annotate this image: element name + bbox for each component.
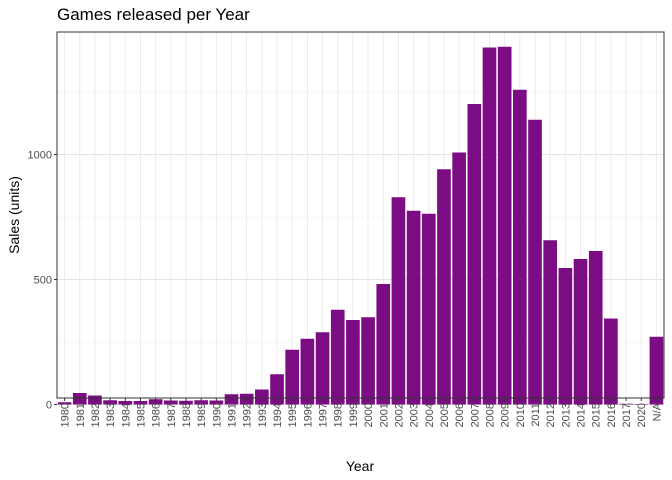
bar: [588, 251, 603, 405]
x-tick-label: 1989: [196, 403, 208, 427]
x-tick-label: 2012: [545, 403, 557, 427]
bar: [649, 336, 664, 405]
x-axis-title: Year: [346, 458, 375, 474]
x-tick-label: 2014: [576, 403, 588, 427]
bar: [133, 401, 148, 405]
bar: [270, 374, 284, 405]
x-tick-label: 1994: [272, 403, 284, 427]
x-tick-label: 2004: [424, 403, 436, 427]
x-tick-label: 2008: [484, 403, 496, 427]
x-tick-label: 1987: [166, 403, 178, 427]
bar: [604, 318, 618, 405]
x-tick-label: 1992: [242, 403, 254, 427]
bar: [255, 389, 269, 405]
x-tick-label: 2001: [378, 403, 390, 427]
x-tick-label: 2006: [454, 403, 466, 427]
bar: [467, 104, 482, 405]
bar: [315, 332, 330, 405]
x-tick-label: 1982: [90, 403, 102, 427]
bar: [376, 284, 391, 405]
x-tick-label: 2016: [606, 403, 618, 427]
bar: [406, 210, 421, 405]
y-tick-label: 1000: [28, 150, 52, 162]
y-axis-title: Sales (units): [6, 176, 22, 254]
bar: [634, 404, 649, 405]
bar: [513, 89, 527, 405]
x-tick-label: 2010: [515, 403, 527, 427]
bar: [194, 400, 208, 405]
plot-panel: [57, 32, 664, 398]
bar: [497, 46, 512, 405]
chart-title: Games released per Year: [57, 5, 250, 24]
x-tick-label: 2017: [621, 403, 633, 427]
bar: [619, 403, 633, 405]
bar: [391, 197, 406, 405]
bar: [103, 400, 117, 405]
x-tick-label: 2011: [530, 403, 542, 427]
x-tick-label: 1999: [348, 403, 360, 427]
x-tick-label: 1997: [318, 403, 330, 427]
bar: [346, 320, 360, 405]
y-tick-label: 500: [34, 275, 52, 287]
x-tick-label: 2015: [591, 403, 603, 427]
bar: [285, 349, 300, 405]
x-tick-label: 1991: [227, 403, 239, 427]
bar: [528, 119, 542, 405]
x-tick-label: 2009: [500, 403, 512, 427]
x-tick-label: 1996: [302, 403, 314, 427]
x-tick-label: 1993: [257, 403, 269, 427]
x-tick-label: 2007: [469, 403, 481, 427]
bar: [330, 309, 345, 405]
bar: [57, 402, 72, 405]
x-tick-label: 1985: [135, 403, 147, 427]
bar: [452, 152, 466, 405]
x-tick-label: 2002: [393, 403, 405, 427]
x-tick-label: 1990: [211, 403, 223, 427]
x-tick-label: 1984: [120, 403, 132, 427]
bar: [179, 400, 193, 405]
x-tick-label: N/A: [651, 402, 663, 421]
x-tick-label: 2000: [363, 403, 375, 427]
bar: [421, 213, 436, 405]
x-tick-label: 1980: [60, 403, 72, 427]
bars: [57, 46, 664, 405]
bar: [361, 317, 375, 405]
bar: [148, 399, 163, 405]
x-tick-label: 2003: [409, 403, 421, 427]
bar: [573, 259, 588, 405]
bar: [437, 169, 451, 405]
bar: [163, 400, 178, 405]
x-tick-label: 1988: [181, 403, 193, 427]
bar: [209, 400, 224, 405]
plot-border: [56, 31, 665, 399]
bar: [118, 401, 133, 405]
x-tick-label: 2013: [560, 403, 572, 427]
x-tick-label: 1986: [151, 403, 163, 427]
bar: [558, 268, 573, 405]
x-tick-label: 1981: [75, 403, 87, 427]
bar: [482, 47, 497, 405]
bar: [300, 338, 315, 405]
y-axis: 0 500 1000: [28, 150, 57, 412]
bar: [543, 240, 558, 405]
x-tick-label: 1995: [287, 403, 299, 427]
x-tick-label: 1998: [333, 403, 345, 427]
x-tick-label: 1983: [105, 403, 117, 427]
x-axis: 1980 1981 1982 1983 1984 1985 1986 1987 1988 1989…: [60, 398, 663, 427]
x-tick-label: 2005: [439, 403, 451, 427]
x-tick-label: 2020: [636, 403, 648, 427]
y-tick-label: 0: [46, 400, 52, 412]
